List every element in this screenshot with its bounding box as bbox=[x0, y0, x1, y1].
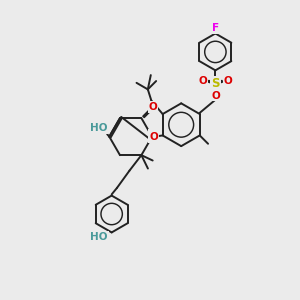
Text: HO: HO bbox=[90, 232, 108, 242]
Text: S: S bbox=[211, 76, 220, 90]
Text: O: O bbox=[149, 132, 158, 142]
Text: S: S bbox=[149, 130, 158, 142]
Text: O: O bbox=[211, 91, 220, 100]
Text: O: O bbox=[224, 76, 232, 86]
Text: O: O bbox=[149, 102, 158, 112]
Text: F: F bbox=[212, 23, 219, 33]
Text: HO: HO bbox=[89, 123, 107, 133]
Text: O: O bbox=[199, 76, 207, 86]
